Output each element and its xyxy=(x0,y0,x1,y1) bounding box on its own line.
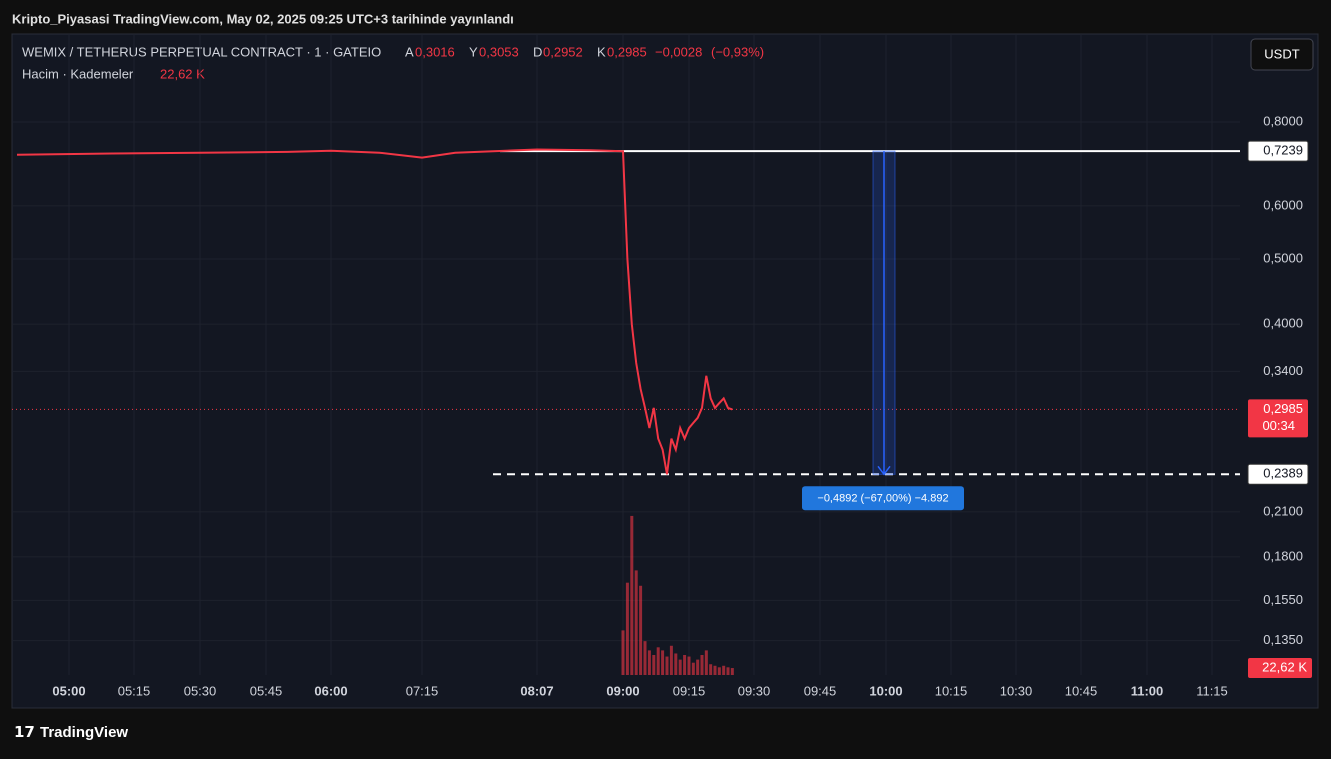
volume-name: Hacim · Kademeler xyxy=(22,66,134,81)
y-tick-label: 0,8000 xyxy=(1263,113,1303,128)
volume-bar xyxy=(730,668,734,675)
ohlc-value: 0,3016 xyxy=(415,44,455,59)
x-tick-label: 11:00 xyxy=(1131,683,1164,698)
volume-bar xyxy=(674,653,678,675)
header-title: Kripto_Piyasasi TradingView.com, May 02,… xyxy=(12,11,514,26)
ohlc-name: D xyxy=(533,44,542,59)
volume-bar xyxy=(621,630,625,675)
y-tick-label: 0,6000 xyxy=(1263,197,1303,212)
price-label: 0,2389 xyxy=(1263,466,1303,481)
price-line-series xyxy=(16,148,733,475)
volume-label-box xyxy=(1248,658,1312,679)
plot: 0,8000 0,6000 0,5000 0,4000 0,3400 0,2100 0,18… xyxy=(12,34,1312,698)
volume-bar xyxy=(722,665,726,675)
ohlc-name: A xyxy=(405,44,414,59)
volume-bar xyxy=(661,650,665,675)
price-label-box xyxy=(1248,399,1308,438)
y-tick-label: 0,4000 xyxy=(1263,316,1303,331)
volume-bar xyxy=(704,650,708,675)
x-tick-label: 08:07 xyxy=(520,683,553,698)
countdown: 00:34 xyxy=(1262,418,1295,433)
x-tick-label: 05:00 xyxy=(52,683,85,698)
x-tick-label: 05:30 xyxy=(184,683,217,698)
x-tick-label: 10:15 xyxy=(935,683,968,698)
measure-label-box xyxy=(802,486,964,511)
x-tick-label: 06:00 xyxy=(314,683,347,698)
volume-last: 22,62 K xyxy=(160,66,205,81)
currency[interactable]: USDT xyxy=(1264,46,1299,61)
x-tick-label: 09:30 xyxy=(738,683,771,698)
x-tick-label: 09:45 xyxy=(804,683,837,698)
x-tick-label: 10:45 xyxy=(1065,683,1098,698)
volume-bar xyxy=(683,655,687,675)
volume-bar xyxy=(678,659,682,675)
currency-button[interactable]: USDT xyxy=(1250,38,1314,71)
volume-label: 22,62 K xyxy=(1262,659,1307,674)
ohlc-name: K xyxy=(597,44,606,59)
volume-bar xyxy=(709,664,713,675)
price-label: 0,2985 xyxy=(1263,401,1303,416)
volume-bar xyxy=(713,665,717,675)
x-tick-label: 05:45 xyxy=(250,683,283,698)
price-label-box xyxy=(1247,140,1309,162)
price-label: 0,7239 xyxy=(1263,143,1303,158)
volume-bar xyxy=(643,641,647,675)
x-tick-label: 10:30 xyxy=(1000,683,1033,698)
y-tick-label: 0,2100 xyxy=(1263,503,1303,518)
volume-bar xyxy=(700,655,704,675)
y-tick-label: 0,1800 xyxy=(1263,548,1303,563)
ohlc-name: Y xyxy=(469,44,478,59)
ohlc-value: 0,3053 xyxy=(479,44,519,59)
volume-bar xyxy=(726,667,730,675)
volume-bar xyxy=(691,662,695,675)
x-tick-label: 05:15 xyxy=(118,683,151,698)
change-pct: (−0,93%) xyxy=(711,44,764,59)
price-label-box xyxy=(1247,463,1309,485)
y-tick-label: 0,3400 xyxy=(1263,363,1303,378)
volume-bar xyxy=(696,659,700,675)
currency-box[interactable] xyxy=(1250,38,1314,71)
x-tick-label: 10:00 xyxy=(869,683,902,698)
volume-bar xyxy=(639,585,643,675)
measure-arrowhead xyxy=(877,465,891,476)
x-tick-label: 09:00 xyxy=(606,683,639,698)
ohlc-value: 0,2952 xyxy=(543,44,583,59)
symbol-title: WEMIX / TETHERUS PERPETUAL CONTRACT · 1 … xyxy=(22,44,381,59)
y-tick-label: 0,5000 xyxy=(1263,250,1303,265)
y-tick-label: 0,1550 xyxy=(1263,592,1303,607)
ohlc-value: 0,2985 xyxy=(607,44,647,59)
volume-bar xyxy=(717,667,721,675)
volume-bar xyxy=(669,645,673,675)
change: −0,0028 xyxy=(655,44,702,59)
volume-bar xyxy=(634,570,638,675)
volume-bar xyxy=(652,655,656,675)
measure-label: −0,4892 (−67,00%) −4.892 xyxy=(817,493,948,505)
x-tick-label: 09:15 xyxy=(673,683,706,698)
x-tick-label: 07:15 xyxy=(406,683,439,698)
volume-bar xyxy=(656,647,660,675)
y-tick-label: 0,1350 xyxy=(1263,632,1303,647)
logo: TradingView xyxy=(40,724,128,741)
volume-bar xyxy=(687,656,691,675)
volume-bar xyxy=(647,650,651,675)
volume-bar xyxy=(625,582,629,675)
volume-bar xyxy=(630,515,634,675)
volume-bar xyxy=(665,656,669,675)
logo-mark: 𝟭𝟳 xyxy=(14,724,35,741)
x-tick-label: 11:15 xyxy=(1196,683,1228,698)
